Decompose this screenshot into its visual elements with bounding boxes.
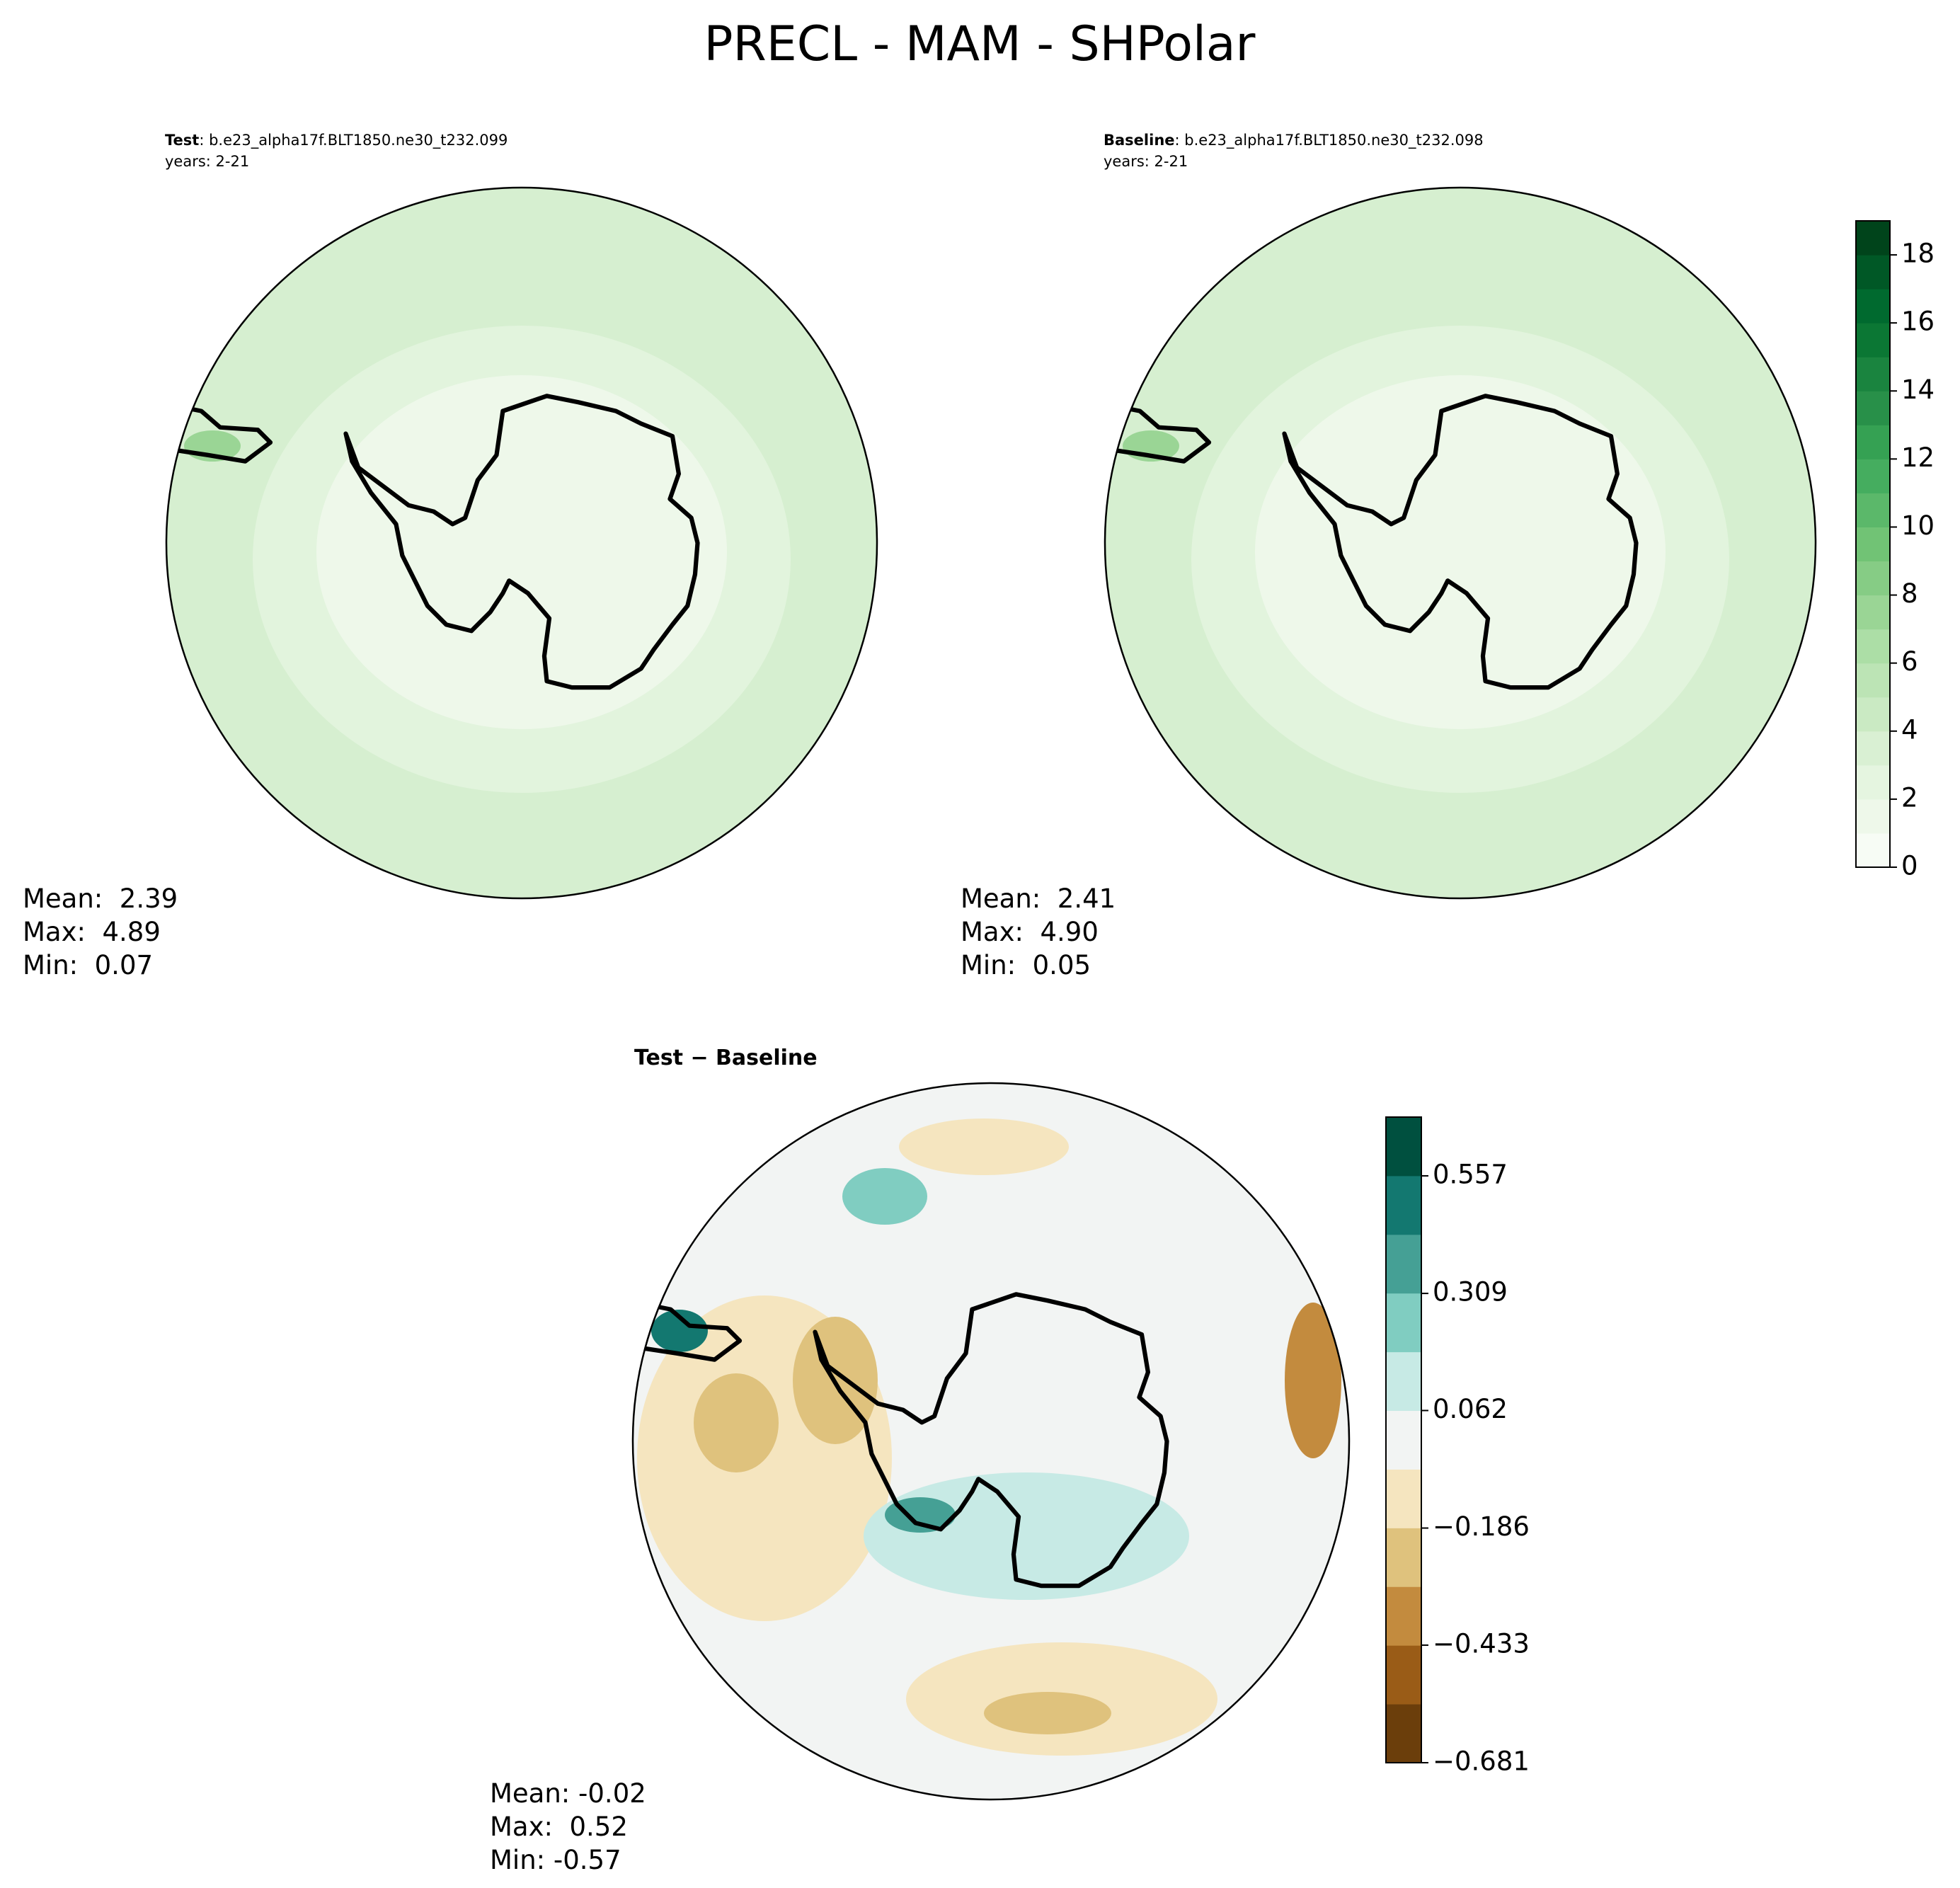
panel-stat: Mean: -0.02 (490, 1778, 646, 1809)
panel-years: years: 2-21 (1104, 153, 1188, 170)
colorbar-band (1856, 527, 1890, 562)
colorbar-tick-label: 16 (1901, 307, 1935, 337)
colorbar-band (1856, 323, 1890, 357)
colorbar-band (1856, 799, 1890, 834)
colorbar-band (1856, 731, 1890, 766)
colorbar-band (1386, 1586, 1421, 1646)
panel-label: Test (165, 132, 199, 149)
map-baseline (1105, 188, 1816, 898)
colorbar-tick-label: −0.433 (1433, 1628, 1530, 1659)
map-border (631, 1082, 1351, 1801)
colorbar-band (1386, 1293, 1421, 1353)
colorbar-tick-label: 2 (1901, 782, 1918, 813)
colorbar-tick-label: 12 (1901, 442, 1935, 473)
colorbar-band (1856, 391, 1890, 425)
colorbar-tick-label: 14 (1901, 374, 1935, 405)
colorbar-tick-label: 0.309 (1433, 1277, 1508, 1308)
colorbar-band (1386, 1351, 1421, 1412)
figure-title: PRECL - MAM - SHPolar (704, 16, 1256, 72)
map-difference (633, 1083, 1349, 1800)
panel-case: : b.e23_alpha17f.BLT1850.ne30_t232.098 (1175, 132, 1484, 149)
panel-years: years: 2-21 (165, 153, 249, 170)
panel-stat: Min: 0.07 (23, 950, 153, 980)
colorbar-band (1856, 459, 1890, 493)
colorbar-tick-label: 10 (1901, 510, 1935, 541)
colorbar-tick-label: 4 (1901, 714, 1918, 745)
panel-label: Test − Baseline (634, 1046, 818, 1070)
colorbar-tick-label: 0 (1901, 851, 1918, 881)
colorbar-tick-label: 0.557 (1433, 1160, 1508, 1190)
colorbar-tick-label: 18 (1901, 239, 1935, 269)
colorbar-band (1386, 1410, 1421, 1470)
colorbar-band (1856, 255, 1890, 290)
map-border (165, 186, 878, 900)
colorbar-band (1856, 765, 1890, 800)
colorbar-band (1856, 221, 1890, 256)
colorbar-band (1386, 1528, 1421, 1587)
colorbar-tick-label: −0.681 (1433, 1746, 1530, 1777)
panel-header: Test: b.e23_alpha17f.BLT1850.ne30_t232.0… (165, 132, 508, 149)
map-border (1104, 186, 1817, 900)
colorbar-band (1386, 1645, 1421, 1705)
colorbar-band (1856, 697, 1890, 732)
colorbar-tick-label: 6 (1901, 646, 1918, 677)
colorbar-band (1386, 1469, 1421, 1528)
colorbar-band (1386, 1175, 1421, 1235)
panel-header: Baseline: b.e23_alpha17f.BLT1850.ne30_t2… (1104, 132, 1484, 149)
panel-stat: Mean: 2.39 (23, 883, 178, 914)
panel-stat: Min: 0.05 (961, 950, 1091, 980)
colorbar-frame (1855, 220, 1891, 868)
colorbar-band (1856, 357, 1890, 391)
colorbar-band (1856, 629, 1890, 664)
colorbar-band (1856, 561, 1890, 596)
colorbar-tick-label: −0.186 (1433, 1511, 1530, 1542)
colorbar-band (1386, 1704, 1421, 1763)
colorbar-frame (1385, 1116, 1422, 1763)
panel-stat: Max: 4.89 (23, 917, 161, 947)
colorbar-band (1856, 493, 1890, 527)
colorbar-band (1386, 1234, 1421, 1294)
colorbar-band (1386, 1117, 1421, 1177)
colorbar-band (1856, 425, 1890, 459)
map-test (166, 188, 877, 898)
colorbar-band (1856, 833, 1890, 868)
panel-stat: Max: 4.90 (961, 917, 1099, 947)
colorbar-band (1856, 663, 1890, 698)
colorbar-band (1856, 595, 1890, 630)
colorbar-tick-label: 0.062 (1433, 1394, 1508, 1424)
panel-stat: Min: -0.57 (490, 1845, 621, 1875)
panel-label: Baseline (1104, 132, 1175, 149)
panel-stat: Mean: 2.41 (961, 883, 1116, 914)
colorbar-tick-label: 8 (1901, 578, 1918, 609)
colorbar-band (1856, 289, 1890, 324)
panel-case: : b.e23_alpha17f.BLT1850.ne30_t232.099 (199, 132, 508, 149)
panel-stat: Max: 0.52 (490, 1812, 628, 1842)
